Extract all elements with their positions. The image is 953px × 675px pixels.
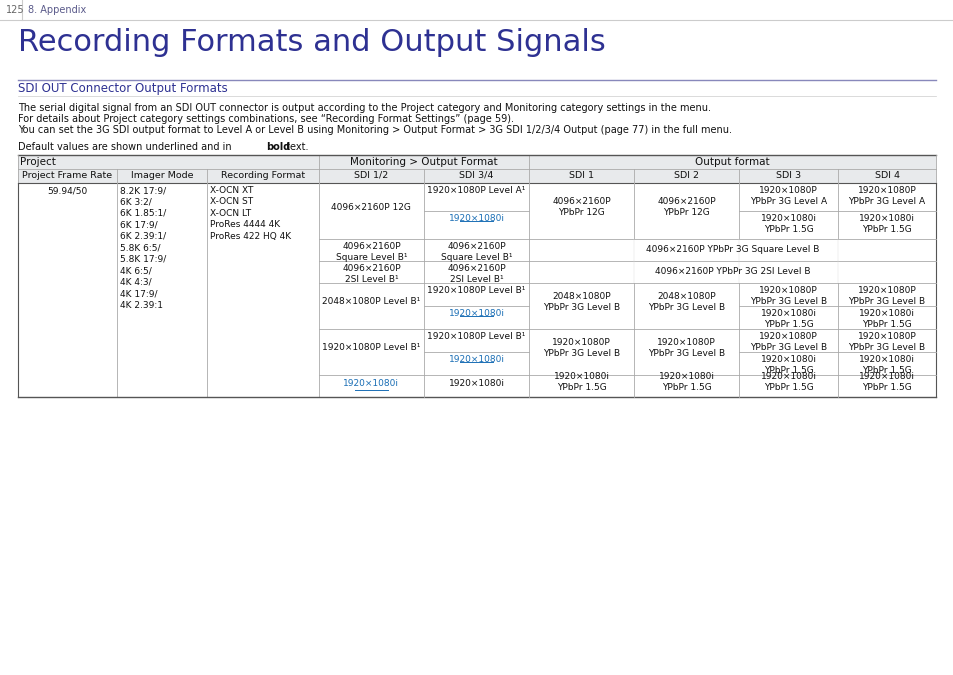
Text: 1920×1080i: 1920×1080i xyxy=(448,355,504,364)
Bar xyxy=(18,169,935,183)
Text: Default values are shown underlined and in: Default values are shown underlined and … xyxy=(18,142,234,152)
Text: Imager Mode: Imager Mode xyxy=(131,171,193,180)
Text: text.: text. xyxy=(283,142,308,152)
Text: SDI 1/2: SDI 1/2 xyxy=(354,171,388,180)
Text: 1920×1080i
YPbPr 1.5G: 1920×1080i YPbPr 1.5G xyxy=(553,372,609,392)
Text: SDI 4: SDI 4 xyxy=(874,171,899,180)
Text: 1920×1080P
YPbPr 3G Level B: 1920×1080P YPbPr 3G Level B xyxy=(647,338,724,358)
Text: For details about Project category settings combinations, see “Recording Format : For details about Project category setti… xyxy=(18,114,514,124)
Text: 4096×2160P
Square Level B¹: 4096×2160P Square Level B¹ xyxy=(335,242,407,262)
Text: 2048×1080P
YPbPr 3G Level B: 2048×1080P YPbPr 3G Level B xyxy=(542,292,619,312)
Text: Project Frame Rate: Project Frame Rate xyxy=(22,171,112,180)
Text: The serial digital signal from an SDI OUT connector is output according to the P: The serial digital signal from an SDI OU… xyxy=(18,103,710,113)
Text: 1920×1080P
YPbPr 3G Level B: 1920×1080P YPbPr 3G Level B xyxy=(847,286,924,306)
Text: 4096×2160P
YPbPr 12G: 4096×2160P YPbPr 12G xyxy=(552,197,610,217)
Text: 59.94/50: 59.94/50 xyxy=(48,186,88,195)
Text: 2048×1080P Level B¹: 2048×1080P Level B¹ xyxy=(322,298,420,306)
Text: 1920×1080i
YPbPr 1.5G: 1920×1080i YPbPr 1.5G xyxy=(858,309,914,329)
Text: 4096×2160P
2SI Level B¹: 4096×2160P 2SI Level B¹ xyxy=(342,264,400,284)
Text: 1920×1080i: 1920×1080i xyxy=(448,214,504,223)
Text: 8. Appendix: 8. Appendix xyxy=(28,5,86,15)
Text: 1920×1080i
YPbPr 1.5G: 1920×1080i YPbPr 1.5G xyxy=(760,355,816,375)
Text: Recording Formats and Output Signals: Recording Formats and Output Signals xyxy=(18,28,605,57)
Text: 125: 125 xyxy=(6,5,25,15)
Text: SDI OUT Connector Output Formats: SDI OUT Connector Output Formats xyxy=(18,82,228,95)
Text: X-OCN XT
X-OCN ST
X-OCN LT
ProRes 4444 4K
ProRes 422 HQ 4K: X-OCN XT X-OCN ST X-OCN LT ProRes 4444 4… xyxy=(210,186,291,241)
Text: 1920×1080P Level B¹: 1920×1080P Level B¹ xyxy=(322,344,420,352)
Text: 1920×1080P
YPbPr 3G Level B: 1920×1080P YPbPr 3G Level B xyxy=(749,332,826,352)
Text: 4096×2160P
Square Level B¹: 4096×2160P Square Level B¹ xyxy=(440,242,512,262)
Text: 1920×1080i: 1920×1080i xyxy=(448,309,504,318)
Text: 1920×1080i
YPbPr 1.5G: 1920×1080i YPbPr 1.5G xyxy=(760,309,816,329)
Text: 1920×1080i
YPbPr 1.5G: 1920×1080i YPbPr 1.5G xyxy=(858,355,914,375)
Text: 8.2K 17:9/
6K 3:2/
6K 1.85:1/
6K 17:9/
6K 2.39:1/
5.8K 6:5/
5.8K 17:9/
4K 6:5/
4: 8.2K 17:9/ 6K 3:2/ 6K 1.85:1/ 6K 17:9/ 6… xyxy=(120,186,166,310)
Text: 4096×2160P
2SI Level B¹: 4096×2160P 2SI Level B¹ xyxy=(447,264,505,284)
Text: SDI 3: SDI 3 xyxy=(775,171,801,180)
Text: Recording Format: Recording Format xyxy=(220,171,305,180)
Text: 1920×1080P
YPbPr 3G Level B: 1920×1080P YPbPr 3G Level B xyxy=(749,286,826,306)
Text: 1920×1080P Level A¹: 1920×1080P Level A¹ xyxy=(427,186,525,195)
Text: 1920×1080i
YPbPr 1.5G: 1920×1080i YPbPr 1.5G xyxy=(658,372,714,392)
Text: 1920×1080i
YPbPr 1.5G: 1920×1080i YPbPr 1.5G xyxy=(858,214,914,234)
Text: 1920×1080i
YPbPr 1.5G: 1920×1080i YPbPr 1.5G xyxy=(760,372,816,392)
Text: SDI 3/4: SDI 3/4 xyxy=(458,171,493,180)
Text: 1920×1080i
YPbPr 1.5G: 1920×1080i YPbPr 1.5G xyxy=(760,214,816,234)
Text: 1920×1080P
YPbPr 3G Level A: 1920×1080P YPbPr 3G Level A xyxy=(749,186,826,206)
Text: 1920×1080i
YPbPr 1.5G: 1920×1080i YPbPr 1.5G xyxy=(858,372,914,392)
Text: SDI 1: SDI 1 xyxy=(568,171,594,180)
Text: 1920×1080P Level B¹: 1920×1080P Level B¹ xyxy=(427,332,525,341)
Text: 1920×1080P
YPbPr 3G Level A: 1920×1080P YPbPr 3G Level A xyxy=(847,186,924,206)
Text: bold: bold xyxy=(266,142,290,152)
Text: 1920×1080i: 1920×1080i xyxy=(343,379,399,387)
Text: 1920×1080i: 1920×1080i xyxy=(448,379,504,387)
Text: 4096×2160P YPbPr 3G 2SI Level B: 4096×2160P YPbPr 3G 2SI Level B xyxy=(654,267,809,277)
Text: Project: Project xyxy=(20,157,56,167)
Text: 1920×1080P
YPbPr 3G Level B: 1920×1080P YPbPr 3G Level B xyxy=(542,338,619,358)
Text: Monitoring > Output Format: Monitoring > Output Format xyxy=(350,157,497,167)
Text: 1920×1080P Level B¹: 1920×1080P Level B¹ xyxy=(427,286,525,295)
Bar xyxy=(18,155,935,169)
Text: Output format: Output format xyxy=(695,157,769,167)
Text: 4096×2160P 12G: 4096×2160P 12G xyxy=(331,202,411,211)
Text: 4096×2160P
YPbPr 12G: 4096×2160P YPbPr 12G xyxy=(657,197,715,217)
Text: You can set the 3G SDI output format to Level A or Level B using Monitoring > Ou: You can set the 3G SDI output format to … xyxy=(18,125,731,135)
Text: 4096×2160P YPbPr 3G Square Level B: 4096×2160P YPbPr 3G Square Level B xyxy=(645,246,819,254)
Text: SDI 2: SDI 2 xyxy=(674,171,699,180)
Text: 2048×1080P
YPbPr 3G Level B: 2048×1080P YPbPr 3G Level B xyxy=(647,292,724,312)
Text: 1920×1080P
YPbPr 3G Level B: 1920×1080P YPbPr 3G Level B xyxy=(847,332,924,352)
